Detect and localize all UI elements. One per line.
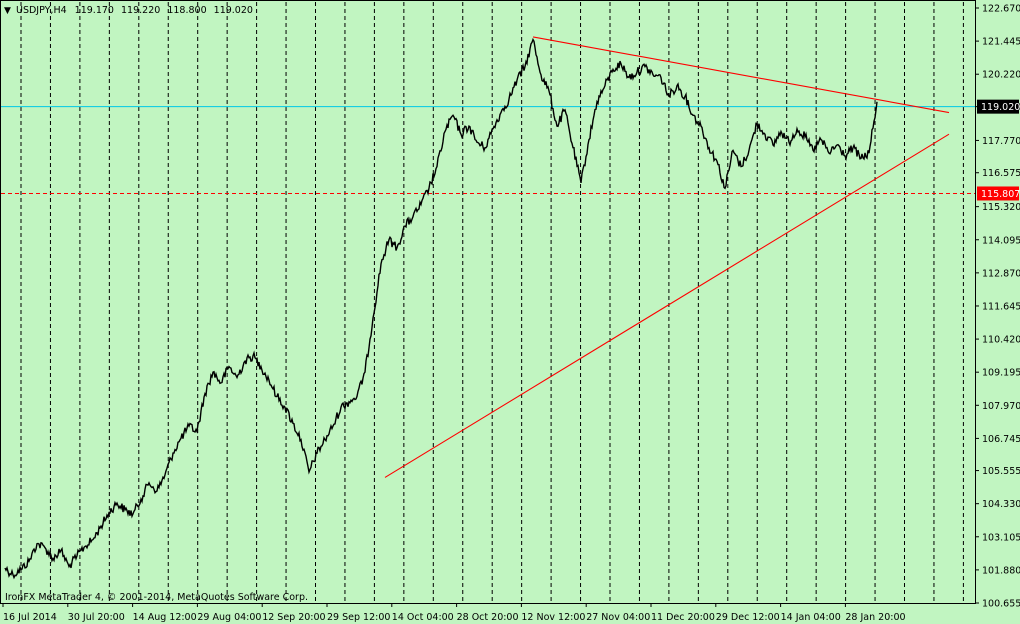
- x-tick-label: 16 Jul 2014: [3, 612, 57, 623]
- time-axis[interactable]: 16 Jul 2014 30 Jul 20:00 14 Aug 12:00 29 Au…: [2, 603, 906, 623]
- y-tick-label: 110.420: [982, 335, 1020, 346]
- vertical-grid: [20, 2, 964, 603]
- y-tick-label: 104.330: [982, 499, 1020, 510]
- x-tick-label: 29 Aug 04:00: [197, 612, 261, 623]
- chart-header: USDJPY,H4 119.170 119.220 118.800 119.02…: [16, 5, 253, 16]
- x-tick-label: 29 Sep 12:00: [327, 612, 390, 623]
- x-tick-label: 27 Nov 04:00: [586, 612, 650, 623]
- y-tick-label: 109.195: [982, 368, 1020, 379]
- y-tick-label: 111.645: [982, 301, 1020, 312]
- support-level-badge: 115.807: [981, 189, 1020, 200]
- y-tick-label: 120.220: [982, 70, 1020, 81]
- x-tick-label: 29 Dec 12:00: [716, 612, 780, 623]
- dropdown-arrow-icon[interactable]: ▼: [4, 6, 11, 16]
- plot-frame: [0, 0, 976, 604]
- y-tick-label: 115.320: [982, 202, 1020, 213]
- y-tick-label: 101.880: [982, 565, 1020, 576]
- x-tick-label: 28 Jan 20:00: [845, 612, 905, 623]
- x-tick-label: 14 Aug 12:00: [133, 612, 197, 623]
- x-tick-label: 30 Jul 20:00: [68, 612, 125, 623]
- y-tick-label: 107.970: [982, 401, 1020, 412]
- y-tick-label: 106.745: [982, 434, 1020, 445]
- y-tick-label: 105.555: [982, 466, 1020, 477]
- x-tick-label: 12 Nov 12:00: [521, 612, 585, 623]
- y-tick-label: 117.770: [982, 136, 1020, 147]
- x-tick-label: 12 Sep 20:00: [262, 612, 325, 623]
- x-tick-label: 28 Oct 20:00: [457, 612, 519, 623]
- horizontal-levels: [1, 106, 975, 194]
- trendline: [532, 36, 950, 114]
- price-series-line: [4, 37, 878, 580]
- price-axis[interactable]: 122.670 121.445 120.220 119.020 117.770 116.5…: [975, 4, 1020, 610]
- y-tick-label: 114.095: [982, 235, 1020, 246]
- y-tick-label: 103.105: [982, 532, 1020, 543]
- x-tick-label: 11 Dec 20:00: [651, 612, 715, 623]
- current-price-badge-bg: [977, 99, 1019, 114]
- trendline: [384, 133, 950, 478]
- y-tick-label: 112.870: [982, 268, 1020, 279]
- y-tick-label: 116.575: [982, 168, 1020, 179]
- x-tick-label: 14 Jan 04:00: [781, 612, 841, 623]
- close-value: 119.020: [214, 5, 253, 16]
- y-tick-label: 100.655: [982, 599, 1020, 610]
- price-badges: 119.020 115.807: [977, 99, 1020, 201]
- open-value: 119.170: [75, 5, 114, 16]
- y-tick-label: 122.670: [982, 4, 1020, 15]
- copyright-label: IronFX MetaTrader 4, © 2001-2014, MetaQu…: [5, 592, 308, 603]
- support-level-badge-bg: [977, 186, 1019, 201]
- y-tick-label: 121.445: [982, 37, 1020, 48]
- high-value: 119.220: [121, 5, 160, 16]
- low-value: 118.800: [167, 5, 206, 16]
- x-tick-label: 14 Oct 04:00: [392, 612, 454, 623]
- trendlines[interactable]: [384, 36, 950, 478]
- symbol-label: USDJPY,H4: [16, 5, 67, 16]
- current-price-badge: 119.020: [981, 102, 1020, 113]
